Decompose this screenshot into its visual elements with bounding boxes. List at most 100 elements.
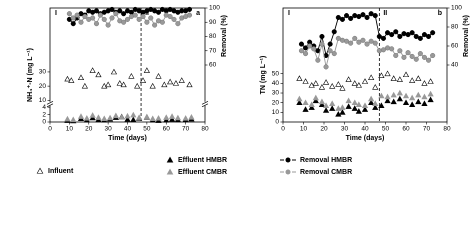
legend-marker bbox=[166, 156, 174, 163]
data-point bbox=[70, 15, 76, 21]
panel-label: b bbox=[438, 10, 442, 17]
data-point bbox=[303, 51, 309, 57]
period-label: I bbox=[55, 10, 57, 17]
data-point bbox=[402, 99, 410, 106]
data-point bbox=[427, 78, 434, 84]
data-point bbox=[409, 101, 416, 107]
x-tick-label: 50 bbox=[143, 126, 151, 133]
data-point bbox=[345, 97, 352, 104]
data-point bbox=[402, 92, 410, 99]
data-point bbox=[415, 91, 422, 98]
data-point bbox=[327, 48, 333, 54]
data-point bbox=[405, 50, 411, 56]
axis-break-mark bbox=[46, 103, 54, 108]
data-point bbox=[396, 89, 403, 96]
y2-tick-label: 80 bbox=[451, 24, 459, 31]
data-point bbox=[95, 71, 102, 78]
data-point bbox=[348, 15, 354, 22]
data-point bbox=[303, 45, 309, 51]
data-point bbox=[380, 35, 387, 41]
y-tick-label: 0 bbox=[42, 119, 46, 126]
data-point bbox=[335, 35, 341, 41]
data-point bbox=[372, 40, 378, 46]
data-point bbox=[339, 109, 346, 115]
data-point bbox=[372, 84, 379, 90]
y2-tick-label: 100 bbox=[209, 5, 220, 12]
data-point bbox=[175, 21, 181, 27]
legend-label: Influent bbox=[48, 168, 74, 175]
data-point bbox=[106, 114, 114, 121]
data-point bbox=[101, 115, 108, 122]
data-point bbox=[390, 75, 397, 81]
x-tick-label: 70 bbox=[423, 126, 431, 133]
data-point bbox=[296, 95, 303, 102]
legend-marker bbox=[166, 168, 174, 175]
data-point bbox=[130, 111, 137, 118]
axis-break-gap bbox=[202, 101, 208, 106]
data-point bbox=[109, 15, 115, 21]
data-point bbox=[368, 11, 374, 17]
data-point bbox=[376, 48, 382, 54]
data-point bbox=[421, 100, 428, 107]
x-axis-title: Time (days) bbox=[346, 135, 385, 142]
x-tick-label: 60 bbox=[402, 126, 410, 133]
data-point bbox=[298, 48, 305, 54]
data-point bbox=[397, 33, 403, 40]
data-point bbox=[402, 71, 410, 78]
data-point bbox=[421, 80, 428, 86]
data-point bbox=[81, 82, 88, 89]
data-point bbox=[89, 67, 96, 73]
x-tick-label: 20 bbox=[85, 126, 93, 133]
data-point bbox=[188, 113, 195, 120]
data-point bbox=[186, 81, 193, 88]
data-point bbox=[390, 98, 397, 105]
data-point bbox=[118, 113, 125, 120]
data-point bbox=[149, 115, 156, 122]
data-point bbox=[105, 22, 111, 28]
x-tick-label: 50 bbox=[382, 126, 390, 133]
data-point bbox=[352, 35, 358, 41]
data-point bbox=[296, 75, 303, 81]
y-tick-label: 10 bbox=[39, 97, 47, 104]
data-point bbox=[172, 80, 180, 86]
data-point bbox=[168, 116, 176, 122]
data-point bbox=[121, 11, 127, 17]
data-point bbox=[64, 115, 71, 122]
data-point bbox=[355, 108, 362, 114]
data-point bbox=[430, 30, 436, 36]
data-point bbox=[331, 51, 337, 57]
data-point bbox=[339, 16, 346, 22]
data-point bbox=[421, 54, 428, 60]
data-point bbox=[348, 40, 354, 46]
data-point bbox=[136, 16, 142, 22]
data-point bbox=[389, 32, 395, 38]
data-point bbox=[409, 53, 415, 60]
data-point bbox=[109, 6, 115, 12]
data-point bbox=[384, 97, 391, 104]
x-tick-label: 10 bbox=[300, 126, 308, 133]
data-point bbox=[318, 84, 326, 90]
data-point bbox=[378, 102, 385, 108]
data-point bbox=[178, 77, 185, 83]
data-point bbox=[148, 15, 154, 21]
x-tick-label: 30 bbox=[341, 126, 349, 133]
y2-tick-label: 90 bbox=[209, 19, 217, 26]
data-point bbox=[397, 48, 403, 54]
data-point bbox=[322, 107, 330, 113]
y-tick-label: 40 bbox=[272, 80, 280, 87]
data-point bbox=[83, 115, 90, 121]
data-point bbox=[155, 9, 162, 15]
data-point bbox=[351, 80, 358, 86]
y2-tick-label: 40 bbox=[451, 62, 459, 69]
y2-tick-label: 70 bbox=[209, 47, 217, 54]
data-point bbox=[298, 41, 305, 47]
data-point bbox=[110, 68, 118, 75]
y-tick-label: 50 bbox=[272, 70, 280, 77]
data-point bbox=[77, 113, 85, 119]
legend-label: Removal HMBR bbox=[300, 157, 352, 164]
data-point bbox=[186, 12, 193, 18]
y2-tick-label: 100 bbox=[451, 5, 462, 12]
data-point bbox=[323, 64, 329, 70]
data-point bbox=[182, 115, 189, 121]
data-point bbox=[426, 33, 432, 40]
